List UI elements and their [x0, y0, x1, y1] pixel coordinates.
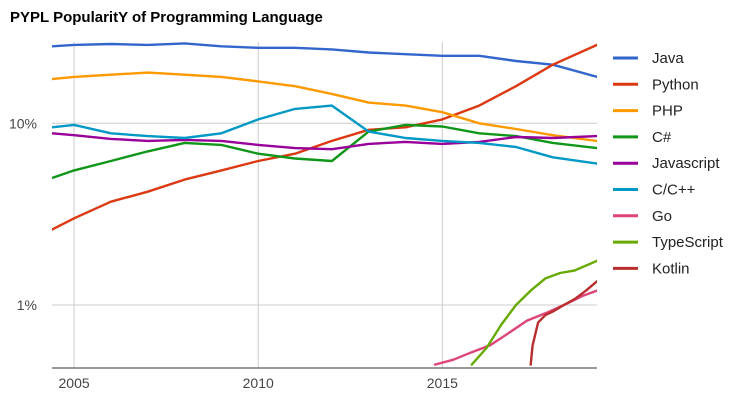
y-tick-label-10: 10%: [9, 115, 37, 131]
legend-item-java[interactable]: Java: [613, 50, 684, 67]
legend-item-javascript[interactable]: Javascript: [613, 155, 720, 172]
series-line-javascript: [52, 132, 597, 151]
series-layer: [52, 42, 597, 366]
axis-layer: 2005 2010 2015 1% 10%: [9, 115, 597, 391]
series-line-kotlin: [529, 280, 597, 366]
series-line-typescript: [470, 259, 597, 366]
legend-label-php: PHP: [652, 103, 683, 120]
x-tick-label-2010: 2010: [243, 375, 274, 391]
series-line-c-: [52, 123, 597, 180]
legend-item-typescript[interactable]: TypeScript: [613, 234, 724, 251]
legend-label-go: Go: [652, 208, 672, 225]
x-tick-label-2005: 2005: [59, 375, 90, 391]
legend-item-kotlin[interactable]: Kotlin: [613, 260, 690, 277]
grid-layer: [52, 42, 597, 368]
legend-label-python: Python: [652, 76, 699, 93]
legend-label-java: Java: [652, 50, 684, 67]
legend-item-python[interactable]: Python: [613, 76, 699, 93]
chart-title: PYPL PopularitY of Programming Language: [10, 9, 323, 26]
legend-label-typescript: TypeScript: [652, 234, 724, 251]
legend-label-kotlin: Kotlin: [652, 260, 690, 277]
x-tick-label-2015: 2015: [427, 375, 458, 391]
legend-item-c-c-[interactable]: C/C++: [613, 182, 696, 199]
legend-item-c-[interactable]: C#: [613, 129, 672, 146]
legend-item-go[interactable]: Go: [613, 208, 672, 225]
legend-label-javascript: Javascript: [652, 155, 720, 172]
series-line-c-c-: [52, 104, 597, 165]
legend[interactable]: Java Python PHP C# Javascript C/C++ Go TypeScri…: [613, 50, 724, 277]
series-line-go: [433, 289, 597, 366]
legend-item-php[interactable]: PHP: [613, 103, 683, 120]
y-tick-label-1: 1%: [17, 297, 37, 313]
legend-label-c-: C#: [652, 129, 672, 146]
legend-label-c-c-: C/C++: [652, 182, 696, 199]
series-line-java: [52, 42, 597, 79]
series-line-python: [52, 43, 597, 231]
series-line-php: [52, 71, 597, 143]
